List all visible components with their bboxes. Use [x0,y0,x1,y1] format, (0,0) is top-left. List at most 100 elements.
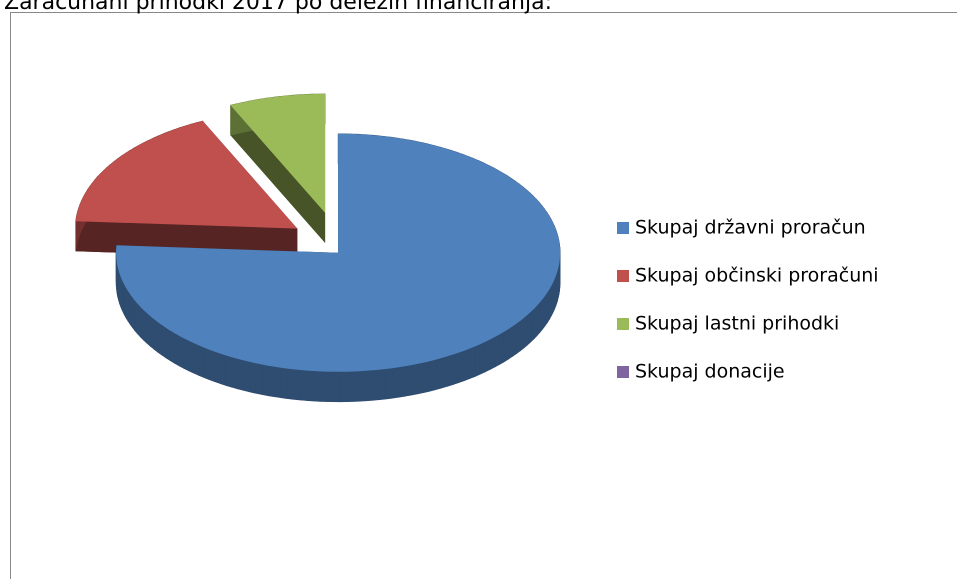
slice-side [392,366,399,399]
slice-side [261,364,269,397]
slice-side [137,303,141,338]
slice-side [150,315,155,350]
slice-side [183,337,189,372]
slice-side [452,352,460,385]
slice-side [484,339,491,373]
slice-side [225,355,233,388]
slice-side [280,367,288,399]
slice-side [536,301,541,337]
slice-side [319,371,327,402]
slice-side [214,351,221,385]
slice-side [379,368,387,401]
slice-side [198,344,205,379]
legend-swatch [617,318,629,330]
slice-side [174,332,180,367]
legend-swatch [617,222,629,234]
chart-title: Zaračunani prihodki 2017 po deležih fina… [4,0,552,15]
slice-side [255,362,263,395]
slice-side [188,340,194,374]
legend-label: Skupaj donacije [635,361,785,383]
slice-side [326,371,334,403]
slice-side [140,306,144,342]
slice-side [503,328,509,363]
slice-side [404,364,412,397]
slice-side [508,325,513,360]
slice-side [346,371,354,403]
slice-side [527,311,532,346]
slice-side [125,286,129,322]
slice-side [203,347,210,381]
slice-side [178,335,185,369]
slice-side [499,331,505,366]
legend-label: Skupaj državni proračun [635,217,866,239]
slice-side [520,317,525,352]
slice-side [516,320,521,355]
slice-side [435,357,442,390]
pie [75,93,561,403]
slice-side [372,369,380,401]
slice-side [243,360,250,393]
slice-side [494,333,500,368]
slice-side [542,294,546,330]
slice-side [230,105,326,243]
slice-side [530,307,535,343]
legend-swatch [617,366,629,378]
slice-side [469,346,476,380]
slice-side [237,358,244,391]
slice-side [157,321,163,356]
slice-side [134,299,138,335]
legend: Skupaj državni proračun Skupaj občinski p… [617,217,879,383]
slice-side [127,289,131,326]
legend-label: Skupaj občinski proračuni [635,265,879,287]
slice-side [539,298,543,334]
slice-side [300,369,308,401]
slice-side [429,359,437,392]
slice-side [533,304,538,340]
slice-side [129,293,133,329]
slice-side [398,365,406,398]
slice-side [441,355,448,389]
slice-side [458,350,465,384]
slice-side [132,296,136,332]
slice-side [274,366,282,399]
slice-side [332,371,341,403]
slice-side [489,336,496,370]
slice-side [169,330,175,364]
slice-side [293,369,301,401]
slice-side [313,370,321,402]
slice-side [512,323,517,357]
slice-side [146,312,151,348]
legend-label: Skupaj lastni prihodki [635,313,839,335]
pie-slice [230,93,326,213]
slice-side [474,343,481,377]
slice-side [352,370,360,402]
slice-side [544,291,548,327]
slice-side [153,318,159,353]
slice-side [143,309,148,344]
slice-side [366,369,374,402]
legend-swatch [617,270,629,282]
slice-side [479,341,486,375]
slice-side [423,360,431,393]
slice-side [523,314,528,349]
slice-side [287,368,295,400]
slice-side [161,324,167,359]
slice-side [385,367,393,400]
slice-side [447,354,454,387]
slice-side [359,370,367,402]
slice-side [464,348,470,382]
slice-side [209,349,216,383]
slice-side [267,365,275,398]
slice-side [411,363,418,396]
slice-side [193,342,200,376]
slice-side [231,356,238,390]
pie-slice [116,133,561,372]
slice-side [220,353,227,386]
slice-side [339,371,347,403]
slice-side [249,361,256,394]
slice-side [417,362,424,395]
slice-side [547,287,550,324]
pie-slice [75,121,298,229]
slice-side [306,370,314,402]
